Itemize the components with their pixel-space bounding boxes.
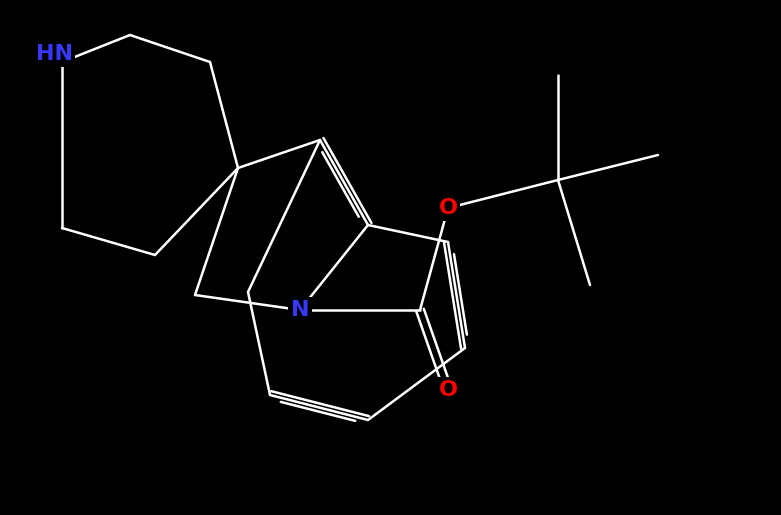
Text: O: O bbox=[438, 198, 458, 218]
Text: N: N bbox=[291, 300, 309, 320]
Text: HN: HN bbox=[35, 44, 73, 64]
Text: O: O bbox=[438, 380, 458, 400]
